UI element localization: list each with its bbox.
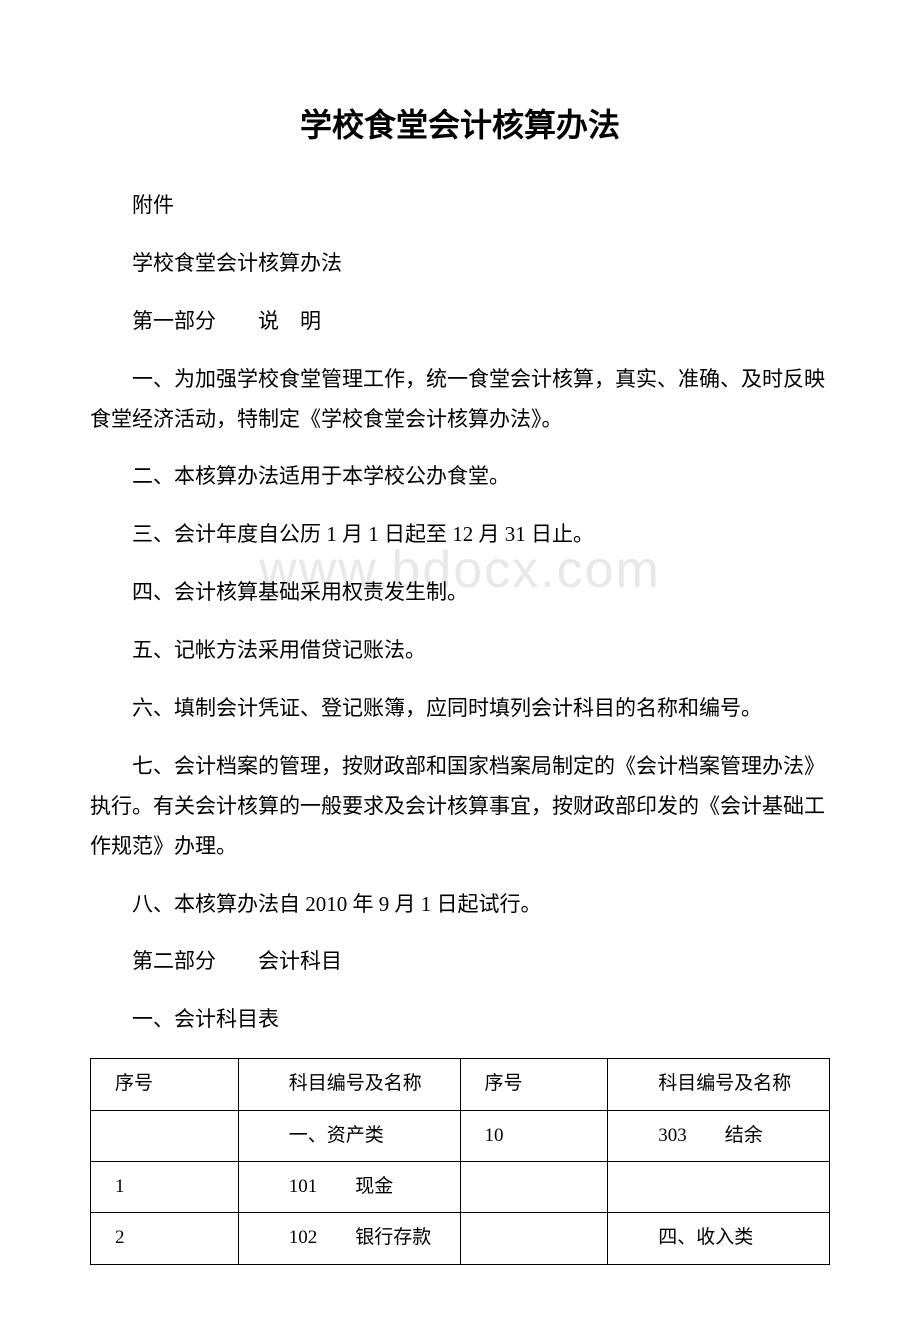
table-cell: 一、资产类	[238, 1110, 460, 1161]
table-cell: 2	[91, 1213, 239, 1264]
paragraph-section2-header: 第二部分 会计科目	[90, 942, 830, 982]
paragraph-attachment: 附件	[90, 186, 830, 226]
document-content: 学校食堂会计核算办法 附件 学校食堂会计核算办法 第一部分 说 明 一、为加强学…	[90, 100, 830, 1265]
table-cell: 102 银行存款	[238, 1213, 460, 1264]
paragraph-item5: 五、记帐方法采用借贷记账法。	[90, 631, 830, 671]
accounting-subjects-table: 序号 科目编号及名称 序号 科目编号及名称 一、资产类 10 303 结余 1 …	[90, 1058, 830, 1265]
table-cell: 四、收入类	[608, 1213, 830, 1264]
table-cell: 303 结余	[608, 1110, 830, 1161]
paragraph-section1-header: 第一部分 说 明	[90, 302, 830, 342]
paragraph-table-header: 一、会计科目表	[90, 1000, 830, 1040]
table-cell	[91, 1110, 239, 1161]
table-header-cell: 序号	[460, 1059, 608, 1110]
paragraph-item8: 八、本核算办法自 2010 年 9 月 1 日起试行。	[90, 885, 830, 925]
paragraph-item6: 六、填制会计凭证、登记账簿，应同时填列会计科目的名称和编号。	[90, 689, 830, 729]
table-cell	[460, 1213, 608, 1264]
table-header-cell: 科目编号及名称	[608, 1059, 830, 1110]
table-row: 2 102 银行存款 四、收入类	[91, 1213, 830, 1264]
table-row: 一、资产类 10 303 结余	[91, 1110, 830, 1161]
document-title: 学校食堂会计核算办法	[90, 100, 830, 146]
paragraph-subtitle: 学校食堂会计核算办法	[90, 244, 830, 284]
table-cell: 101 现金	[238, 1162, 460, 1213]
paragraph-item4: 四、会计核算基础采用权责发生制。	[90, 573, 830, 613]
table-row: 1 101 现金	[91, 1162, 830, 1213]
table-header-cell: 科目编号及名称	[238, 1059, 460, 1110]
table-cell: 1	[91, 1162, 239, 1213]
table-header-cell: 序号	[91, 1059, 239, 1110]
paragraph-item2: 二、本核算办法适用于本学校公办食堂。	[90, 457, 830, 497]
table-header-row: 序号 科目编号及名称 序号 科目编号及名称	[91, 1059, 830, 1110]
table-cell: 10	[460, 1110, 608, 1161]
paragraph-item3: 三、会计年度自公历 1 月 1 日起至 12 月 31 日止。	[90, 515, 830, 555]
paragraph-item1: 一、为加强学校食堂管理工作，统一食堂会计核算，真实、准确、及时反映食堂经济活动，…	[90, 360, 830, 440]
table-cell	[608, 1162, 830, 1213]
table-cell	[460, 1162, 608, 1213]
paragraph-item7: 七、会计档案的管理，按财政部和国家档案局制定的《会计档案管理办法》执行。有关会计…	[90, 747, 830, 867]
